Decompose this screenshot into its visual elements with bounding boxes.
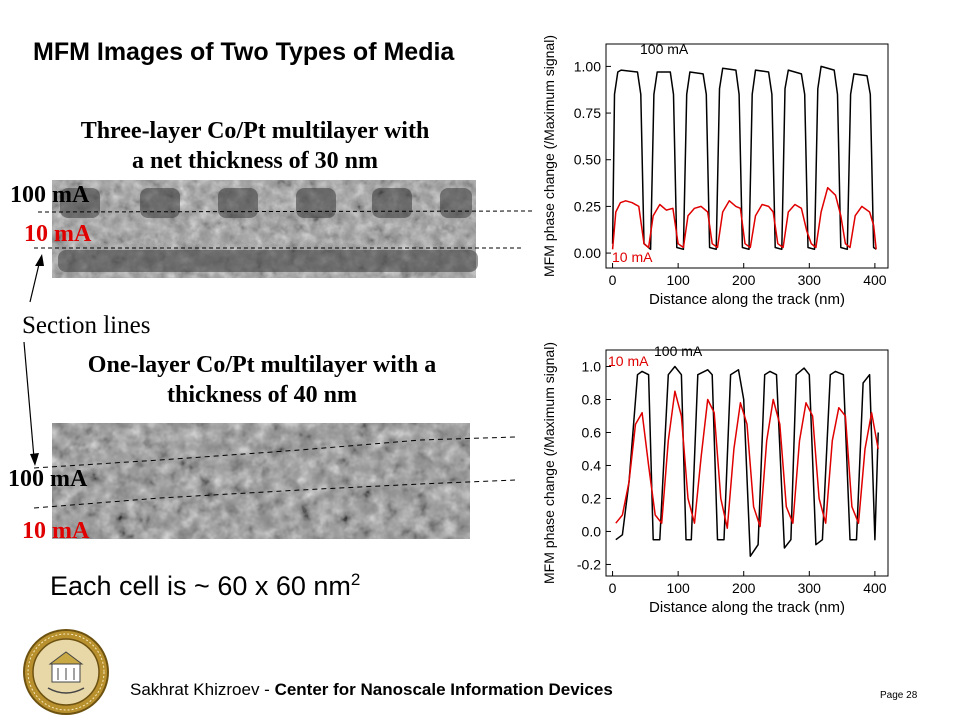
y-axis-label: MFM phase change (/Maximum signal) [541, 35, 557, 277]
series-annotation: 100 mA [654, 343, 703, 359]
top-image-caption: Three-layer Co/Pt multilayer with a net … [60, 116, 450, 176]
top-mfm-image [52, 180, 478, 278]
footer-author: Sakhrat Khizroev - [130, 680, 275, 699]
y-tick-label: 0.25 [574, 198, 601, 214]
x-axis-label: Distance along the track (nm) [649, 599, 845, 616]
bottom-mfm-image [52, 423, 470, 539]
top-caption-line2: a net thickness of 30 nm [131, 148, 378, 174]
y-tick-label: 0.0 [582, 523, 602, 539]
footer-org: Center for Nanoscale Information Devices [274, 680, 613, 699]
x-tick-label: 400 [863, 580, 887, 596]
cell-size-note: Each cell is ~ 60 x 60 nm2 [50, 570, 360, 602]
cell-size-text: Each cell is ~ 60 x 60 nm [50, 571, 351, 601]
section-lines-label: Section lines [22, 312, 151, 339]
bottom-label-10ma: 10 mA [22, 518, 90, 544]
y-axis-label: MFM phase change (/Maximum signal) [541, 342, 557, 584]
series-annotation: 10 mA [608, 353, 649, 369]
series-line-10-ma [615, 390, 879, 529]
y-tick-label: 0.2 [582, 490, 602, 506]
y-tick-label: 0.4 [582, 457, 602, 473]
x-axis-label: Distance along the track (nm) [649, 291, 845, 308]
page-number: Page 28 [880, 690, 918, 701]
plot-frame [605, 349, 889, 577]
series-annotation: 100 mA [640, 41, 689, 57]
cell-size-superscript: 2 [350, 570, 361, 589]
bottom-caption-line1: One-layer Co/Pt multilayer with a [87, 352, 437, 378]
x-tick-label: 300 [798, 580, 822, 596]
bottom-section-line-100 [33, 436, 516, 469]
page-title: MFM Images of Two Types of Media [33, 38, 455, 66]
series-line-100-ma [611, 65, 877, 251]
x-tick-label: 400 [863, 272, 887, 288]
plot-frame [605, 43, 889, 269]
university-seal-logo [23, 629, 109, 715]
bottom-image-caption: One-layer Co/Pt multilayer with a thickn… [52, 350, 472, 410]
bottom-section-line-10 [33, 479, 516, 509]
y-tick-label: -0.2 [577, 556, 601, 572]
series-line-100-ma [615, 365, 879, 557]
x-tick-label: 200 [732, 272, 756, 288]
x-tick-label: 100 [666, 580, 690, 596]
series-annotation: 10 mA [612, 249, 653, 265]
top-label-100ma: 100 mA [10, 182, 90, 208]
chart-three-layer: 0.00 0.25 0.50 0.75 1.00 0 100 200 300 400 Distanc… [541, 35, 889, 308]
y-tick-label: 1.0 [582, 358, 602, 374]
x-tick-label: 300 [798, 272, 822, 288]
x-tick-label: 200 [732, 580, 756, 596]
bottom-label-100ma: 100 mA [8, 466, 88, 492]
top-section-line-100 [37, 210, 533, 213]
series-line-10-ma [611, 186, 877, 250]
x-tick-label: 0 [609, 580, 617, 596]
mfm-images-drawing [23, 180, 533, 539]
section-lines-arrows [23, 254, 44, 466]
x-tick-label: 100 [666, 272, 690, 288]
chart-one-layer: -0.2 0.0 0.2 0.4 0.6 0.8 1.0 0 100 200 300 400 Dista… [541, 342, 889, 616]
y-tick-label: 1.00 [574, 58, 601, 74]
y-tick-label: 0.00 [574, 245, 601, 261]
y-tick-label: 0.8 [582, 391, 602, 407]
top-label-10ma: 10 mA [24, 221, 92, 247]
top-caption-line1: Three-layer Co/Pt multilayer with [80, 118, 430, 144]
bottom-caption-line2: thickness of 40 nm [166, 382, 358, 408]
footer-credit: Sakhrat Khizroev - Center for Nanoscale … [130, 680, 613, 700]
y-tick-label: 0.75 [574, 105, 601, 121]
y-tick-label: 0.50 [574, 152, 601, 168]
x-tick-label: 0 [609, 272, 617, 288]
y-tick-label: 0.6 [582, 424, 602, 440]
